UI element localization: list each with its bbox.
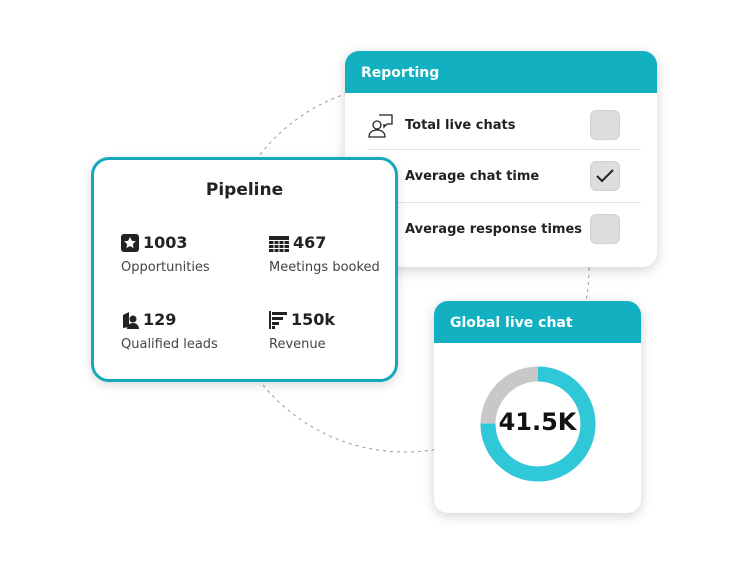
- reporting-card: Reporting Total live chats Average chat …: [345, 51, 657, 267]
- stat-opportunities: 1003 Opportunities: [121, 233, 210, 275]
- revenue-bars-icon: [269, 310, 287, 329]
- leads-icon: [123, 311, 139, 329]
- stat-qualified-leads: 129 Qualified leads: [121, 310, 218, 352]
- stat-label: Qualified leads: [121, 337, 218, 352]
- reporting-item[interactable]: Total live chats: [368, 99, 641, 151]
- checkbox[interactable]: [590, 110, 620, 140]
- item-label: Average response times: [405, 221, 583, 237]
- donut-chart: [480, 366, 596, 482]
- global-live-chat-card: Global live chat 41.5K: [434, 301, 641, 513]
- item-label: Total live chats: [405, 117, 516, 133]
- star-icon: [121, 233, 139, 252]
- checkbox-checked[interactable]: [590, 161, 620, 191]
- donut-value: 41.5K: [498, 408, 577, 436]
- calendar-icon: [269, 235, 289, 252]
- reporting-item[interactable]: Average chat time: [369, 149, 641, 202]
- stat-value: 1003: [143, 233, 188, 252]
- item-label: Average chat time: [405, 168, 540, 184]
- stat-label: Revenue: [269, 337, 326, 352]
- checkmark-icon: [596, 169, 614, 183]
- pipeline-card: Pipeline 1003 Opportunities 467 Meetings…: [91, 157, 398, 382]
- stat-value: 150k: [291, 310, 336, 329]
- reporting-title: Reporting: [345, 51, 657, 93]
- stat-label: Opportunities: [121, 260, 210, 275]
- stat-value: 129: [143, 310, 177, 329]
- stat-value: 467: [293, 233, 327, 252]
- reporting-item[interactable]: Average response times: [369, 202, 641, 255]
- stat-meetings: 467 Meetings booked: [269, 233, 380, 275]
- stat-revenue: 150k Revenue: [269, 310, 335, 352]
- stat-label: Meetings booked: [269, 260, 380, 275]
- person-chat-icon: [368, 114, 393, 138]
- checkbox[interactable]: [590, 214, 620, 244]
- pipeline-title: Pipeline: [205, 180, 284, 200]
- donut-fill: [480, 366, 596, 482]
- global-title: Global live chat: [434, 301, 641, 343]
